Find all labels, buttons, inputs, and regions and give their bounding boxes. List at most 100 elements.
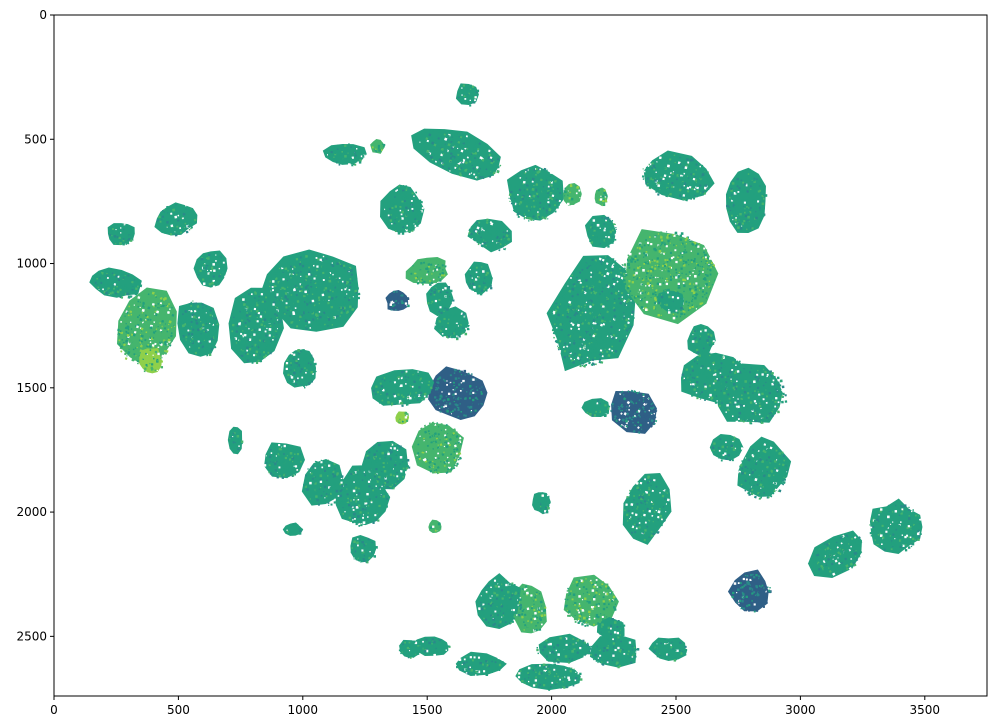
grain-pixel xyxy=(610,271,613,274)
grain-pixel xyxy=(526,188,529,191)
grain-pixel xyxy=(671,181,674,185)
grain-pixel xyxy=(343,281,347,284)
grain-pixel xyxy=(396,218,399,221)
grain-pixel xyxy=(308,263,311,266)
grain-pixel xyxy=(464,165,468,169)
grain-pixel xyxy=(764,370,767,374)
grain-pixel xyxy=(707,329,709,331)
grain-pixel xyxy=(268,287,271,290)
grain-pixel xyxy=(681,313,683,315)
grain-pixel xyxy=(320,277,323,280)
grain-pixel xyxy=(555,198,559,202)
grain-pixel xyxy=(750,609,752,611)
grain-pixel xyxy=(291,287,293,289)
grain-pixel xyxy=(760,407,762,410)
grain-pixel xyxy=(753,603,756,606)
grain-pixel xyxy=(729,459,732,462)
grain-pixel xyxy=(585,353,588,356)
grain-pixel xyxy=(584,340,587,342)
grain-pixel xyxy=(664,270,666,272)
grain-pixel xyxy=(465,144,468,147)
grain-pixel xyxy=(547,218,549,220)
grain-pixel xyxy=(651,514,654,517)
grain-pixel xyxy=(536,207,540,210)
grain-pixel xyxy=(472,101,475,104)
grain-pixel xyxy=(736,443,739,445)
grain-pixel xyxy=(589,265,592,269)
grain-pixel xyxy=(357,292,361,296)
grain-pixel xyxy=(689,306,692,309)
grain-pixel xyxy=(776,381,780,385)
grain-pixel xyxy=(305,325,308,328)
grain-pixel xyxy=(305,264,309,267)
grain-pixel xyxy=(421,213,423,215)
grain-pixel xyxy=(601,351,604,354)
grain-pixel xyxy=(747,599,750,602)
grain-pixel xyxy=(496,157,500,161)
grain-pixel xyxy=(639,481,643,485)
grain-pixel xyxy=(710,340,713,343)
grain-pixel xyxy=(281,297,283,299)
grain-pixel xyxy=(478,173,481,175)
grain-pixel xyxy=(605,293,608,296)
grain-pixel xyxy=(709,287,711,289)
grain-pixel xyxy=(488,149,491,153)
grain-pixel xyxy=(689,265,692,268)
grain-pixel xyxy=(745,184,748,187)
grain-pixel xyxy=(349,282,352,284)
grain-pixel xyxy=(590,291,593,294)
grain-pixel xyxy=(317,296,321,299)
grain-pixel xyxy=(302,311,305,314)
grain-pixel xyxy=(310,273,313,276)
grain-pixel xyxy=(771,371,774,375)
grain-pixel xyxy=(679,174,682,177)
grain-pixel xyxy=(681,242,684,245)
grain-pixel xyxy=(656,260,659,263)
grain-pixel xyxy=(347,279,349,282)
grain-pixel xyxy=(481,244,484,247)
grain-pixel xyxy=(600,323,604,327)
grain-pixel xyxy=(912,535,914,537)
grain-pixel xyxy=(551,208,555,212)
grain-pixel xyxy=(675,245,678,247)
grain-pixel xyxy=(693,388,696,391)
grain-pixel xyxy=(464,161,468,165)
grain-pixel xyxy=(304,286,308,289)
grain-pixel xyxy=(311,302,315,306)
grain-pixel xyxy=(613,340,615,342)
grain-pixel xyxy=(483,225,485,228)
grain-pixel xyxy=(682,198,684,201)
grain-pixel xyxy=(305,275,308,278)
grain-pixel xyxy=(764,408,768,411)
grain-pixel xyxy=(764,403,766,405)
grain-pixel xyxy=(315,275,317,277)
grain-pixel xyxy=(748,207,750,209)
grain-pixel xyxy=(526,216,529,220)
grain-pixel xyxy=(784,397,787,401)
grain-pixel xyxy=(559,192,562,195)
grain-pixel xyxy=(415,191,418,194)
grain-pixel xyxy=(714,379,717,383)
grain-pixel xyxy=(589,294,592,297)
grain-pixel xyxy=(572,354,575,356)
grain-pixel xyxy=(630,300,632,302)
grain-pixel xyxy=(657,531,660,534)
grain-pixel xyxy=(494,235,498,238)
grain-pixel xyxy=(646,271,649,275)
grain-pixel xyxy=(536,186,540,189)
grain-pixel xyxy=(578,356,582,359)
grain-pixel xyxy=(313,264,315,267)
grain-pixel xyxy=(632,263,635,267)
grain-pixel xyxy=(753,224,756,226)
grain-pixel xyxy=(346,293,348,295)
grain-pixel xyxy=(692,334,694,336)
grain-pixel xyxy=(580,337,584,341)
grain-pixel xyxy=(430,141,435,145)
grain-region xyxy=(380,184,425,235)
grain-pixel xyxy=(467,135,470,139)
grain-pixel xyxy=(286,294,289,297)
grain-pixel xyxy=(703,283,705,285)
grain-pixel xyxy=(394,230,397,233)
grain-pixel xyxy=(459,158,462,160)
grain-pixel xyxy=(659,174,662,177)
